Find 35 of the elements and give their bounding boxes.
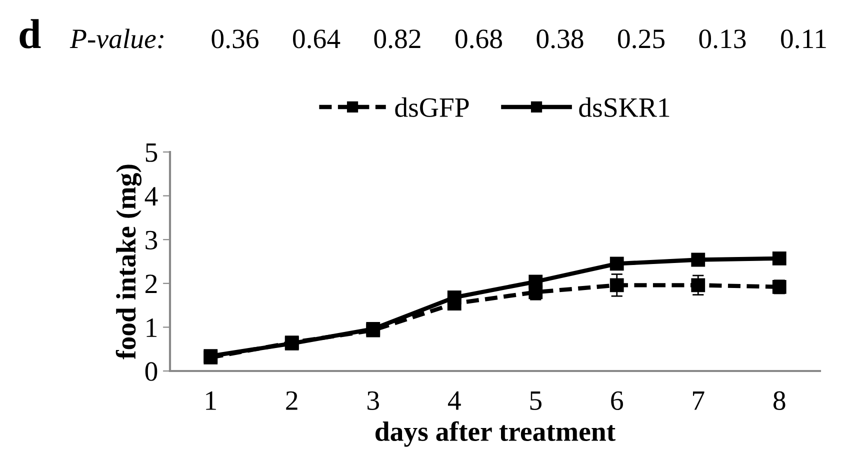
x-tick-label: 8 — [773, 391, 786, 410]
x-tick-label: 2 — [286, 391, 298, 410]
text: 0.68 — [456, 30, 502, 48]
text: d — [20, 19, 41, 48]
point — [610, 256, 624, 271]
text: P-value: — [70, 28, 164, 48]
point — [691, 278, 706, 292]
text: 0.36 — [212, 30, 258, 48]
y-tick-label: 3 — [146, 230, 158, 250]
legend-label: dsSKR1 — [579, 97, 670, 117]
y-tick-label: 2 — [146, 274, 157, 294]
y-tick-label: 4 — [144, 187, 158, 206]
text: 0.11 — [781, 30, 826, 48]
point — [528, 274, 543, 289]
point — [610, 278, 624, 292]
point — [691, 252, 706, 267]
legend-label: dsGFP — [395, 97, 469, 117]
y-tick-label: 5 — [146, 143, 158, 162]
y-tick-label: 0 — [145, 362, 158, 381]
y-axis-title: food intake (mg) — [116, 164, 142, 360]
text: 0.25 — [618, 30, 664, 48]
text: 0.82 — [374, 30, 420, 48]
text: 0.38 — [536, 30, 584, 48]
x-tick-label: 5 — [530, 392, 542, 410]
text: 0.64 — [293, 30, 340, 48]
point — [447, 290, 462, 304]
x-tick-label: 3 — [368, 391, 379, 410]
x-axis-title: days after treatment — [376, 421, 616, 447]
x-tick-label: 4 — [448, 391, 461, 410]
y-tick-label: 1 — [146, 318, 157, 337]
point — [772, 251, 786, 266]
text: 0.13 — [699, 30, 746, 48]
x-tick-label: 1 — [206, 391, 216, 410]
x-tick-label: 6 — [611, 391, 623, 410]
x-tick-label: 7 — [693, 392, 704, 410]
